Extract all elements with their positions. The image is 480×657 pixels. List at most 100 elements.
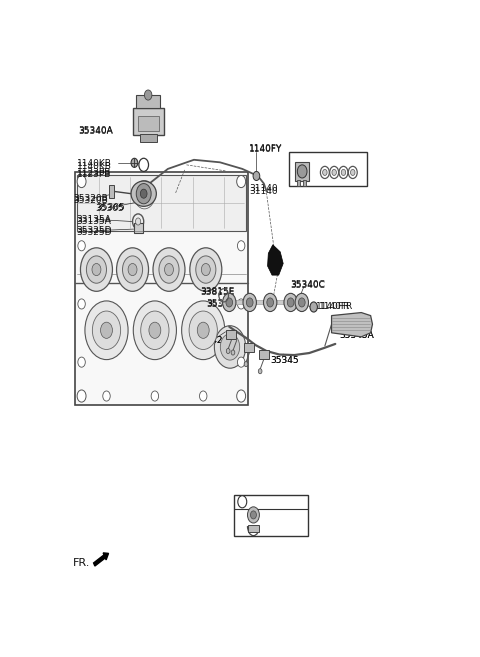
Circle shape: [189, 311, 217, 350]
Circle shape: [92, 311, 120, 350]
Text: 35340C: 35340C: [290, 280, 325, 288]
Text: 1123PB: 1123PB: [77, 168, 111, 177]
Text: FR.: FR.: [73, 558, 90, 568]
Text: 33815E: 33815E: [201, 288, 235, 297]
Circle shape: [341, 170, 346, 175]
Circle shape: [122, 256, 143, 283]
Circle shape: [78, 299, 85, 309]
Bar: [132, 108, 164, 135]
Circle shape: [165, 263, 173, 276]
Circle shape: [149, 322, 161, 338]
Circle shape: [299, 298, 305, 307]
Text: 1140KB: 1140KB: [77, 160, 112, 168]
Circle shape: [136, 183, 151, 204]
Text: 35325D: 35325D: [77, 226, 112, 235]
Text: 35345A: 35345A: [339, 331, 374, 340]
Text: 33135A: 33135A: [77, 217, 112, 226]
Circle shape: [139, 158, 148, 171]
Text: 1140FR: 1140FR: [319, 302, 353, 311]
Circle shape: [226, 298, 233, 307]
Text: 35305: 35305: [96, 204, 125, 212]
Circle shape: [238, 495, 247, 508]
Bar: [77, 175, 246, 231]
Bar: [138, 116, 158, 131]
FancyArrow shape: [94, 553, 108, 566]
Circle shape: [141, 311, 169, 350]
Circle shape: [238, 357, 245, 367]
Bar: [244, 343, 254, 352]
Circle shape: [131, 158, 138, 168]
Circle shape: [258, 369, 262, 374]
Bar: [289, 152, 367, 186]
Circle shape: [196, 256, 216, 283]
Circle shape: [92, 263, 101, 276]
Bar: [259, 350, 269, 359]
Ellipse shape: [131, 181, 156, 206]
Text: 1123PB: 1123PB: [77, 170, 111, 179]
Circle shape: [86, 256, 107, 283]
Text: 35345: 35345: [270, 355, 299, 365]
Circle shape: [246, 298, 253, 307]
Text: 35342: 35342: [194, 336, 222, 346]
Bar: [109, 185, 114, 198]
Text: 1140KB: 1140KB: [77, 162, 112, 171]
Bar: [136, 95, 160, 108]
Circle shape: [117, 248, 148, 291]
Circle shape: [197, 322, 209, 338]
Text: 35325D: 35325D: [77, 227, 112, 237]
Circle shape: [128, 263, 137, 276]
Text: 35340A: 35340A: [78, 126, 113, 135]
Text: 35312K: 35312K: [300, 164, 335, 173]
Circle shape: [78, 357, 85, 367]
Text: 35309: 35309: [206, 299, 235, 308]
Text: 31337F: 31337F: [264, 508, 298, 517]
Text: 35320B: 35320B: [73, 196, 108, 205]
Circle shape: [77, 175, 86, 188]
Polygon shape: [267, 245, 283, 275]
Circle shape: [103, 391, 110, 401]
Text: 35345A: 35345A: [339, 331, 374, 340]
Circle shape: [181, 301, 225, 359]
Circle shape: [310, 302, 317, 312]
Circle shape: [238, 299, 245, 309]
Text: 35312K: 35312K: [299, 163, 334, 172]
Circle shape: [159, 256, 179, 283]
Text: a: a: [240, 497, 245, 507]
Text: 1140FY: 1140FY: [249, 145, 282, 154]
Text: 33815E: 33815E: [201, 287, 235, 296]
Bar: [75, 172, 248, 405]
Circle shape: [153, 248, 185, 291]
Circle shape: [220, 334, 240, 360]
Circle shape: [190, 248, 222, 291]
Text: 35320B: 35320B: [73, 194, 108, 203]
Circle shape: [264, 293, 277, 311]
Text: 35340A: 35340A: [79, 127, 113, 137]
Text: 35309: 35309: [206, 300, 235, 309]
Circle shape: [238, 240, 245, 251]
Circle shape: [202, 263, 210, 276]
Circle shape: [100, 322, 112, 338]
Circle shape: [267, 298, 274, 307]
Text: 35340C: 35340C: [290, 281, 325, 290]
Circle shape: [332, 170, 336, 175]
Bar: [295, 162, 309, 181]
Circle shape: [251, 511, 256, 519]
Bar: [248, 525, 259, 532]
Circle shape: [151, 391, 158, 401]
Circle shape: [144, 90, 152, 100]
Circle shape: [215, 326, 246, 368]
Text: 31337F: 31337F: [264, 505, 298, 514]
Polygon shape: [332, 313, 372, 337]
Circle shape: [253, 171, 260, 181]
Circle shape: [200, 391, 207, 401]
Circle shape: [85, 301, 128, 359]
Text: 35310: 35310: [306, 153, 335, 162]
Text: 35342: 35342: [194, 336, 222, 346]
Circle shape: [78, 240, 85, 251]
Circle shape: [295, 293, 309, 311]
Circle shape: [243, 293, 256, 311]
Text: 1140FY: 1140FY: [249, 144, 282, 152]
Bar: [234, 495, 309, 536]
Text: 1140FR: 1140FR: [316, 302, 350, 311]
Text: a: a: [141, 160, 146, 170]
